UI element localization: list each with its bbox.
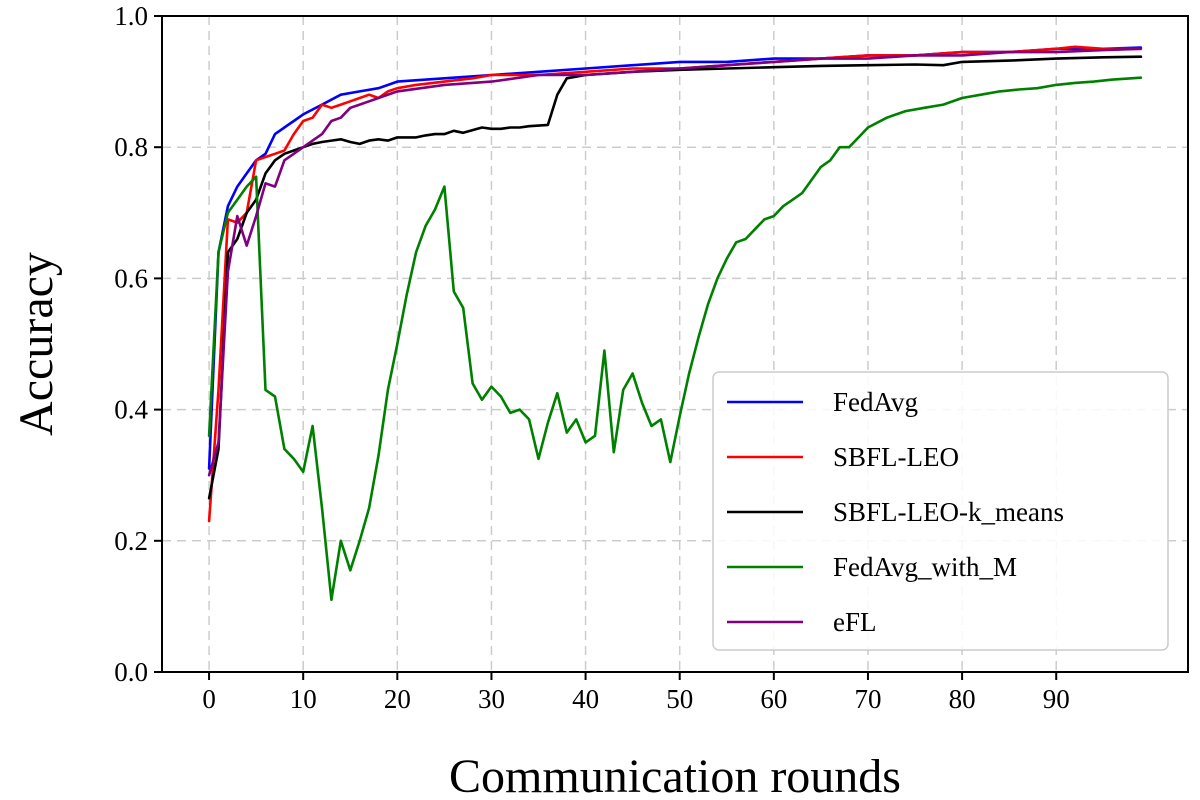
legend-label-efl: eFL (833, 607, 877, 637)
axis-ticks: 0 10 20 30 40 50 60 70 80 90 0.0 0.2 0.4 0.6 0.8 1.0 (114, 1, 1069, 714)
legend: FedAvg SBFL-LEO SBFL-LEO-k_means FedAvg_wit… (712, 371, 1169, 651)
x-tick-label: 30 (478, 684, 505, 714)
y-axis-title: Accuracy (10, 252, 63, 436)
x-tick-label: 50 (666, 684, 693, 714)
y-tick-label: 0.0 (114, 657, 148, 687)
series-line-efl (207, 47, 1143, 477)
y-tick-label: 0.2 (114, 526, 148, 556)
series-line-sbfl-leo (207, 45, 1143, 523)
x-tick-label: 80 (949, 684, 976, 714)
x-axis-title: Communication rounds (449, 750, 901, 800)
x-tick-label: 20 (384, 684, 411, 714)
y-tick-label: 0.6 (114, 263, 148, 293)
x-tick-label: 60 (760, 684, 787, 714)
legend-label-fedavg-with-m: FedAvg_with_M (833, 552, 1017, 582)
legend-label-sbfl-leo-k-means: SBFL-LEO-k_means (833, 497, 1064, 527)
legend-box (712, 371, 1169, 651)
y-tick-label: 0.4 (114, 395, 148, 425)
x-tick-label: 40 (572, 684, 599, 714)
x-tick-label: 0 (202, 684, 216, 714)
y-tick-label: 0.8 (114, 132, 148, 162)
x-tick-label: 70 (854, 684, 881, 714)
y-tick-label: 1.0 (114, 1, 148, 31)
legend-label-fedavg: FedAvg (833, 387, 918, 417)
legend-label-sbfl-leo: SBFL-LEO (833, 442, 959, 472)
x-tick-label: 10 (290, 684, 317, 714)
series-line-sbfl-leo-k-means (207, 55, 1143, 500)
plot-frame (161, 15, 1189, 673)
series-line-fedavg-with-m (207, 76, 1143, 602)
x-tick-label: 90 (1043, 684, 1070, 714)
series-lines (207, 45, 1143, 602)
